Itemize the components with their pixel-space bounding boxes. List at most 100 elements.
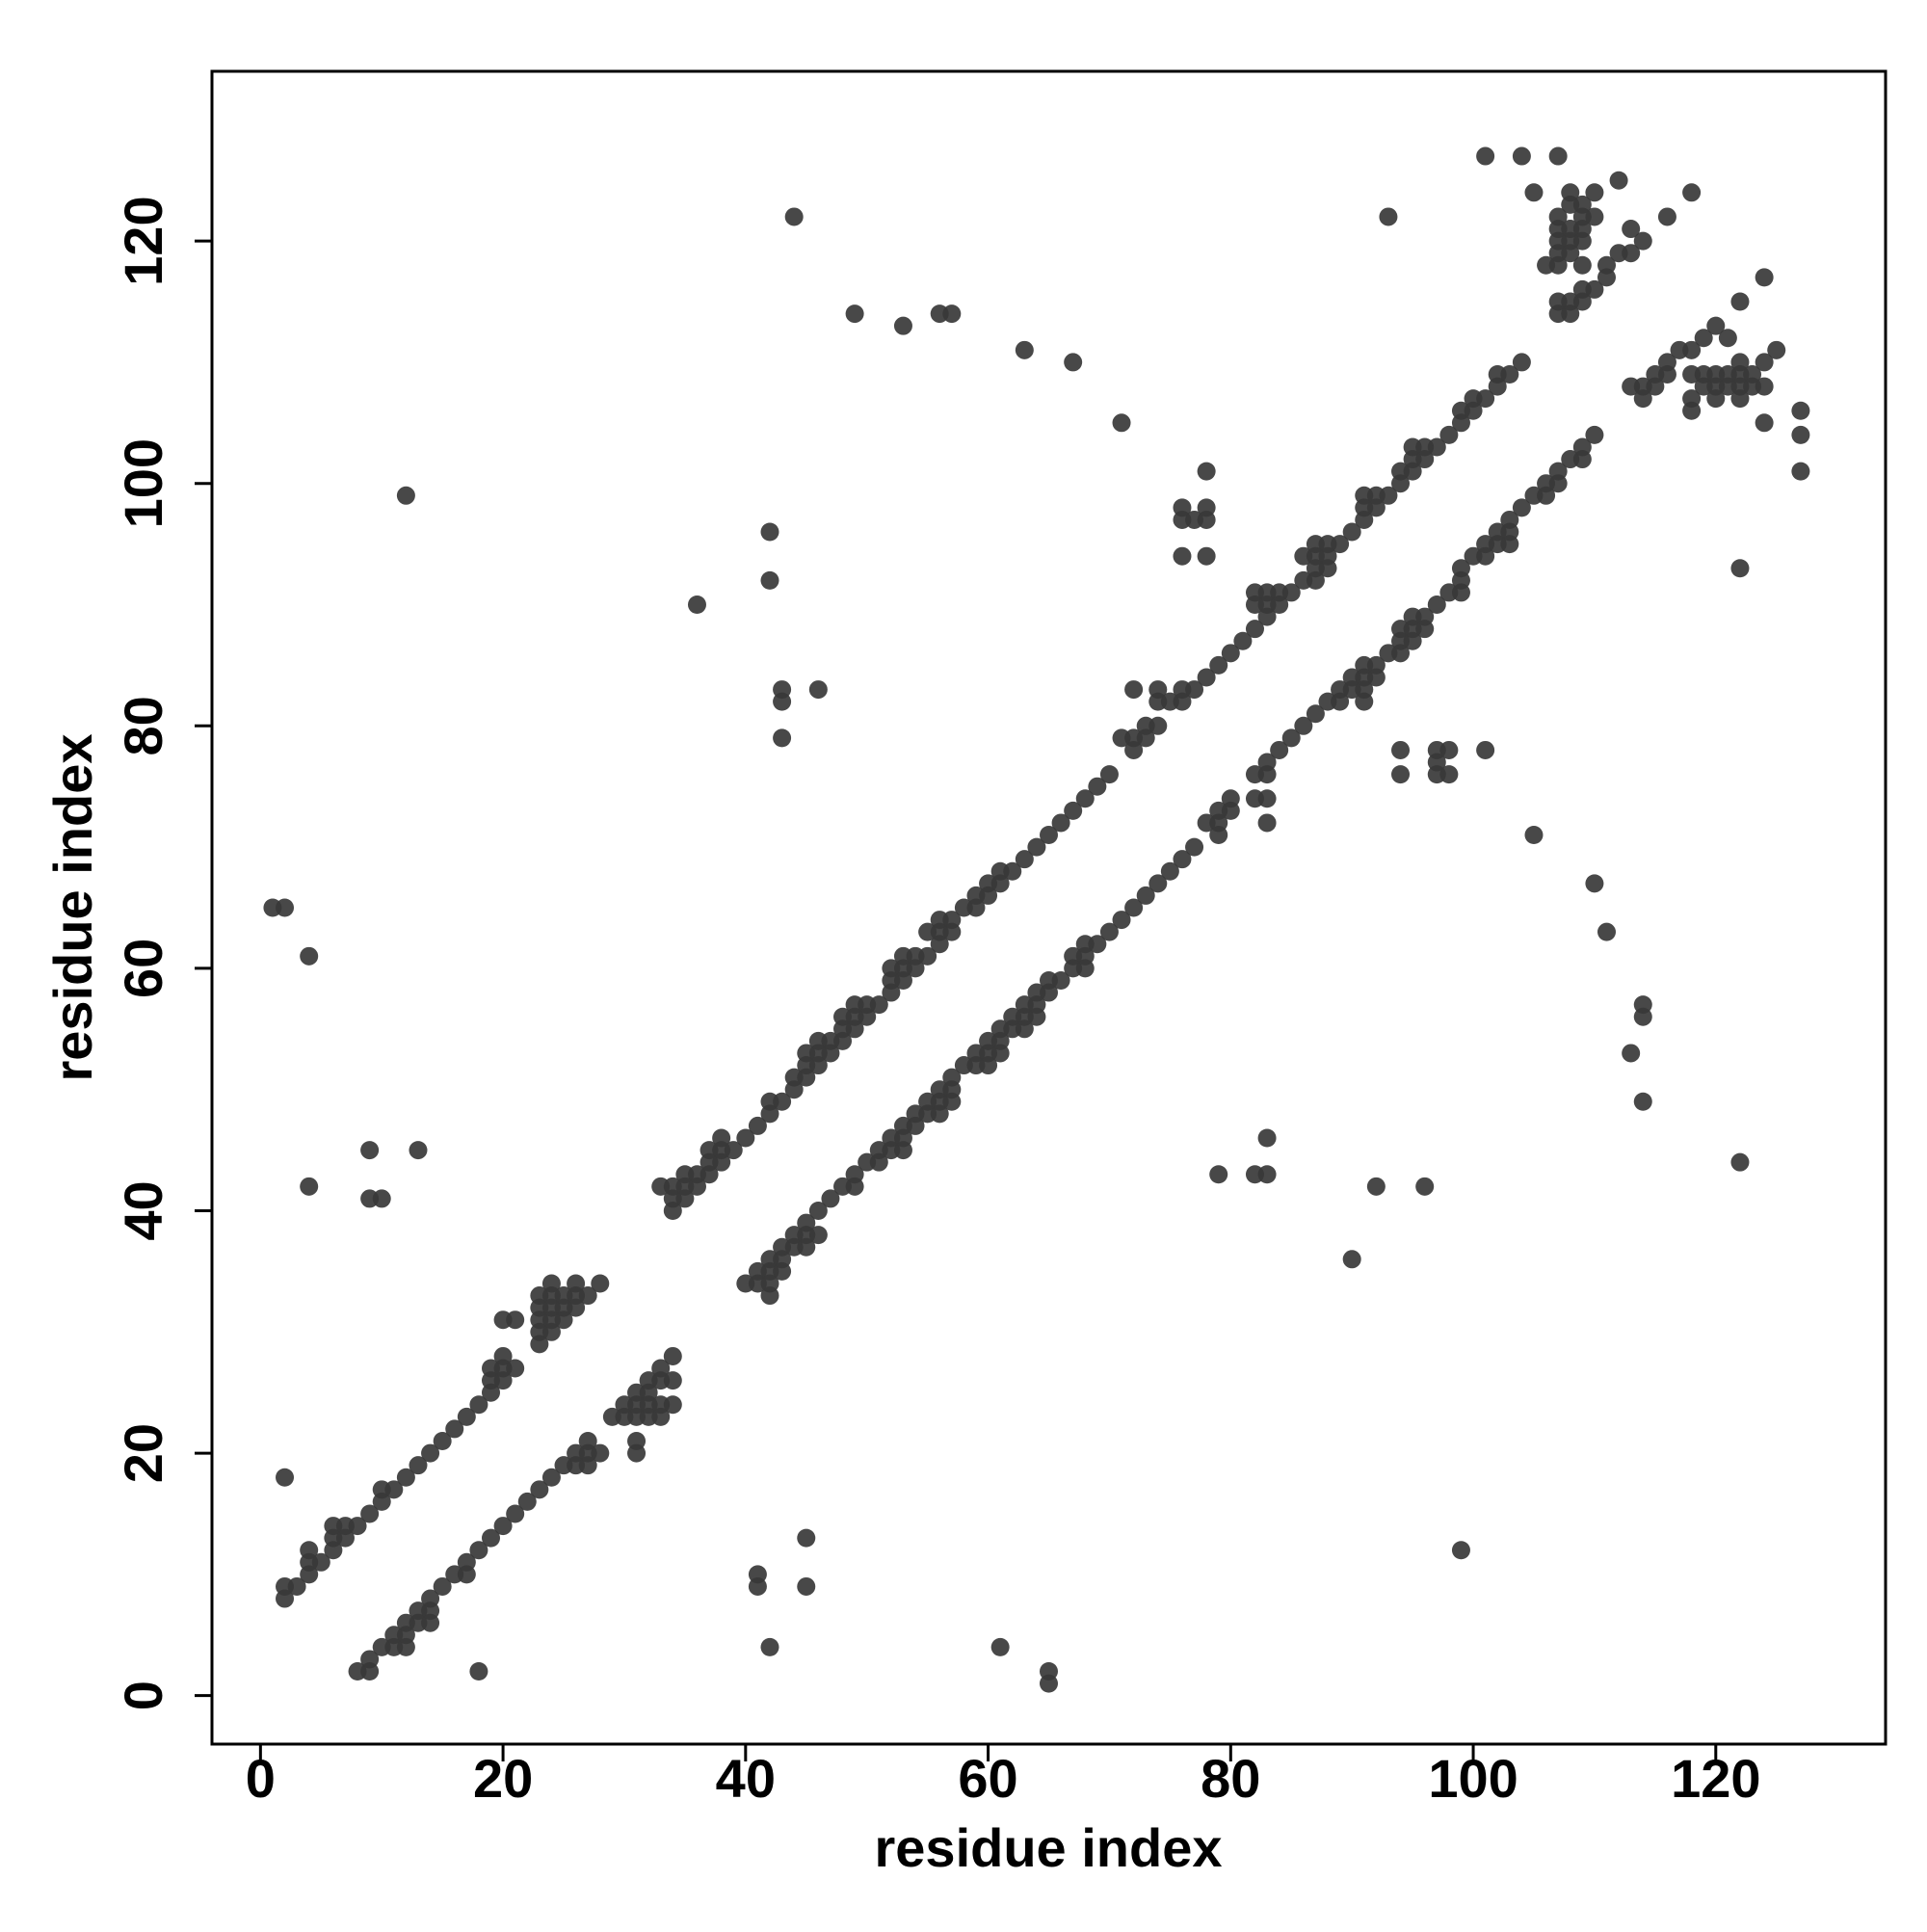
x-axis-label: residue index: [874, 1817, 1222, 1878]
contact-point: [724, 1141, 743, 1160]
contact-point: [797, 1213, 816, 1232]
contact-point: [1051, 813, 1070, 833]
contact-point: [1257, 753, 1277, 772]
contact-point: [530, 1480, 549, 1499]
contact-point: [1755, 413, 1774, 433]
contact-point: [1451, 1541, 1470, 1560]
contact-point: [1561, 183, 1580, 202]
contact-point: [1173, 850, 1192, 869]
contact-point: [567, 1274, 586, 1293]
contact-point: [1512, 498, 1531, 517]
contact-point: [1427, 437, 1446, 457]
contact-point: [1451, 559, 1470, 578]
contact-point: [311, 1552, 330, 1572]
contact-point: [384, 1480, 404, 1499]
contact-point: [1657, 353, 1676, 372]
contact-point: [1221, 644, 1240, 663]
contact-point: [360, 1650, 380, 1669]
contact-point: [409, 1141, 428, 1160]
contact-point: [1257, 789, 1277, 808]
contact-point: [1572, 437, 1592, 457]
contact-point: [1088, 777, 1107, 796]
plot-frame: [210, 69, 1887, 1746]
contact-point: [1585, 874, 1604, 893]
contact-point: [1124, 898, 1144, 917]
contact-point: [1512, 353, 1531, 372]
contact-point: [1391, 740, 1411, 759]
contact-point: [1718, 329, 1737, 348]
contact-point: [1257, 1165, 1277, 1184]
contact-point: [409, 1456, 428, 1475]
contact-point: [1537, 255, 1556, 275]
contact-point: [1185, 680, 1204, 700]
contact-point: [1088, 935, 1107, 954]
contact-point: [445, 1419, 464, 1439]
contact-point: [506, 1504, 525, 1523]
contact-point: [1755, 268, 1774, 287]
contact-point: [942, 911, 962, 930]
contact-point: [1500, 510, 1519, 529]
contact-point: [276, 1468, 295, 1487]
contact-point: [578, 1432, 597, 1451]
contact-point: [1173, 498, 1192, 517]
contact-point: [1221, 789, 1240, 808]
contact-point: [942, 304, 962, 324]
contact-point: [1609, 171, 1628, 190]
contact-point: [1500, 364, 1519, 384]
contact-point: [784, 207, 804, 226]
contact-point: [482, 1528, 500, 1548]
contact-point: [469, 1541, 488, 1560]
contact-point: [893, 316, 912, 335]
contact-point: [1743, 364, 1762, 384]
contact-point: [627, 1432, 647, 1451]
contact-point: [493, 1346, 513, 1365]
contact-point: [1524, 183, 1544, 202]
contact-point: [845, 1165, 864, 1184]
contact-point: [1112, 413, 1131, 433]
contact-point: [457, 1552, 476, 1572]
contact-point: [1633, 1092, 1652, 1111]
contact-point: [591, 1274, 610, 1293]
contact-point: [300, 1177, 319, 1196]
contact-point: [1040, 826, 1058, 845]
x-tick-label: 40: [716, 1748, 776, 1809]
contact-point: [1682, 183, 1702, 202]
contact-point: [1281, 728, 1301, 748]
contact-point: [1415, 1177, 1435, 1196]
contact-point: [1075, 789, 1095, 808]
contact-point: [1391, 765, 1411, 784]
contact-point: [1524, 826, 1544, 845]
contact-point: [1791, 462, 1810, 481]
contact-point: [1585, 183, 1604, 202]
contact-point: [1209, 1165, 1228, 1184]
contact-point: [1415, 607, 1435, 626]
x-tick-label: 60: [958, 1748, 1017, 1809]
contact-point: [990, 1637, 1010, 1656]
contact-point: [1015, 340, 1034, 359]
contact-point: [1633, 1007, 1652, 1026]
contact-point: [1427, 595, 1446, 615]
contact-point: [591, 1443, 610, 1463]
contact-point: [1124, 680, 1144, 700]
contact-point: [760, 522, 779, 542]
contact-point: [1257, 813, 1277, 833]
contact-point: [1366, 1177, 1386, 1196]
contact-point: [1791, 401, 1810, 420]
contact-point: [1064, 353, 1083, 372]
contact-point: [808, 680, 828, 700]
contact-point: [578, 1286, 597, 1306]
contact-point: [797, 1576, 816, 1596]
contact-point: [748, 1116, 767, 1135]
contact-point: [1548, 207, 1568, 226]
x-tick-label: 0: [246, 1748, 276, 1809]
x-tick-label: 120: [1671, 1748, 1760, 1809]
contact-point: [372, 1189, 391, 1208]
contact-point: [748, 1565, 767, 1584]
contact-point: [1597, 255, 1616, 275]
contact-point: [1597, 922, 1616, 941]
y-tick-label: 80: [113, 696, 173, 755]
contact-point: [276, 898, 295, 917]
contact-point: [712, 1128, 731, 1148]
contact-point: [1040, 1662, 1058, 1681]
